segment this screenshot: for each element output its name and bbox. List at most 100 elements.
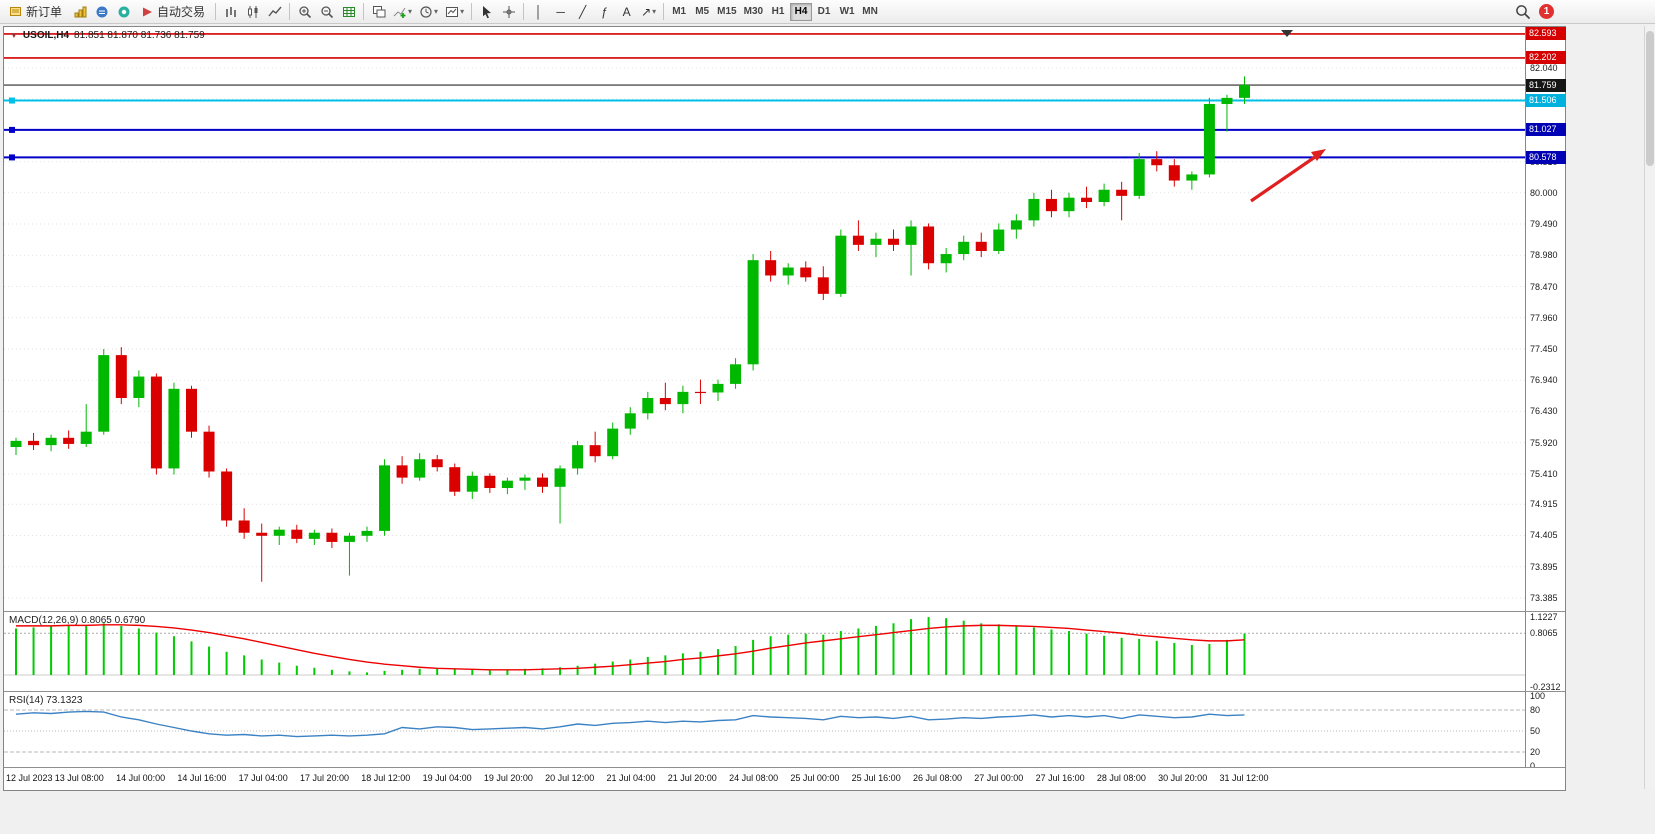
candle-body [1239,85,1250,98]
rsi-tick: 20 [1530,747,1541,757]
search-icon[interactable] [1515,4,1531,20]
candlestick-mode-button[interactable] [242,2,263,22]
candle-body [730,364,742,384]
vertical-line-tool[interactable]: │ [528,2,549,22]
candle-body [800,267,812,278]
arrows-tool[interactable]: ↗ ▾ [638,2,659,22]
timeframe-m30[interactable]: M30 [741,3,766,21]
candle-body [431,459,443,468]
market-watch-button[interactable] [69,2,90,22]
panel-divider[interactable] [4,691,1565,692]
price-tick: 74.915 [1530,499,1558,510]
arrow-annotation[interactable] [1250,155,1316,203]
candle-body [782,267,794,276]
timeframe-d1[interactable]: D1 [813,3,835,21]
candle-body [186,388,197,432]
grid-toggle-button[interactable] [338,2,359,22]
candle-body [273,529,285,536]
chart-title: ▼ USOIL,H4 81.851 81.870 81.736 81.759 [10,30,205,41]
vertical-scrollbar-thumb[interactable] [1646,31,1654,166]
crosshair-tool-button[interactable] [498,2,519,22]
candle-body [765,260,777,276]
price-tick: 73.895 [1530,561,1558,572]
dropdown-caret-icon: ▾ [434,7,439,16]
line-handle[interactable] [9,154,15,161]
candle-body [905,226,917,245]
vertical-scrollbar[interactable] [1644,26,1655,789]
candle-body [484,475,496,489]
time-axis-label: 19 Jul 04:00 [422,773,472,783]
price-tick: 77.450 [1530,343,1558,354]
price-tick: 76.940 [1530,375,1558,386]
panel-divider[interactable] [4,611,1565,612]
macd-tick: 0.8065 [1530,628,1558,639]
template-button[interactable]: ▾ [442,2,467,22]
chart-canvas[interactable] [4,27,1525,790]
clock-icon [420,5,432,18]
timeframe-m15[interactable]: M15 [714,3,739,21]
rsi-tick: 100 [1530,691,1546,701]
candle-body [747,260,759,365]
time-axis-label: 27 Jul 00:00 [974,773,1024,783]
timeframe-m5[interactable]: M5 [691,3,713,21]
period-button[interactable]: ▾ [416,2,441,22]
price-tick: 78.980 [1530,250,1558,261]
toolbar-separator [471,3,473,20]
text-tool[interactable]: A [616,2,637,22]
candle-body [221,471,233,521]
candle-body [414,459,426,478]
navigator-icon [118,6,130,17]
line-chart-mode-button[interactable] [264,2,285,22]
horizontal-line-tool[interactable]: ─ [550,2,571,22]
price-axis[interactable]: 82.04081.53081.02080.51080.00079.49078.9… [1525,27,1566,790]
time-axis-label: 24 Jul 08:00 [729,773,779,783]
add-indicator-icon [393,7,406,18]
line-handle[interactable] [9,126,15,133]
tile-windows-button[interactable] [368,2,389,22]
auto-trading-button[interactable]: 自动交易 [135,2,211,22]
candle-body [975,241,987,251]
arrow-annotation-head[interactable] [1311,149,1326,161]
candle-body [133,376,145,398]
new-order-button[interactable]: 新订单 [3,2,68,22]
rsi-tick: 50 [1530,726,1541,736]
trendline-tool[interactable]: ╱ [572,2,593,22]
zoom-in-button[interactable] [294,2,315,22]
candle-body [1098,189,1110,202]
toolbar-separator [289,3,291,20]
time-axis-label: 28 Jul 08:00 [1096,773,1146,783]
tile-windows-icon [372,5,386,17]
toolbar-right-group: 1 [1515,4,1554,20]
candle-body [501,480,513,489]
notification-badge[interactable]: 1 [1539,4,1554,19]
time-axis-label: 14 Jul 16:00 [177,773,227,783]
timeframe-mn[interactable]: MN [859,3,881,21]
chart-shift-marker-icon[interactable] [1281,30,1293,37]
candle-body [642,397,654,414]
timeframe-m1[interactable]: M1 [668,3,690,21]
price-tick: 80.000 [1530,187,1558,198]
dropdown-caret-icon: ▾ [408,7,413,16]
timeframe-h4[interactable]: H4 [790,2,813,21]
navigator-button[interactable] [113,2,134,22]
data-window-button[interactable] [91,2,112,22]
candle-body [624,413,636,429]
candle-body [28,440,40,446]
time-axis[interactable]: 12 Jul 2023 13 Jul 08:00 14 Jul 00:00 14 Ju… [4,768,1565,790]
timeframe-w1[interactable]: W1 [836,3,858,21]
cursor-tool-button[interactable] [476,2,497,22]
time-axis-label: 17 Jul 04:00 [238,773,288,783]
add-indicator-button[interactable]: ▾ [390,2,415,22]
candle-body [958,241,970,255]
zoom-out-button[interactable] [316,2,337,22]
line-handle[interactable] [9,97,15,104]
candle-body [361,530,373,536]
candle-body [1081,197,1093,202]
price-level-badge: 82.593 [1526,27,1566,41]
bar-chart-mode-button[interactable] [220,2,241,22]
fibonacci-tool[interactable]: ƒ [594,2,615,22]
candle-body [870,238,882,245]
timeframe-h1[interactable]: H1 [767,3,789,21]
candle-body [607,428,619,457]
